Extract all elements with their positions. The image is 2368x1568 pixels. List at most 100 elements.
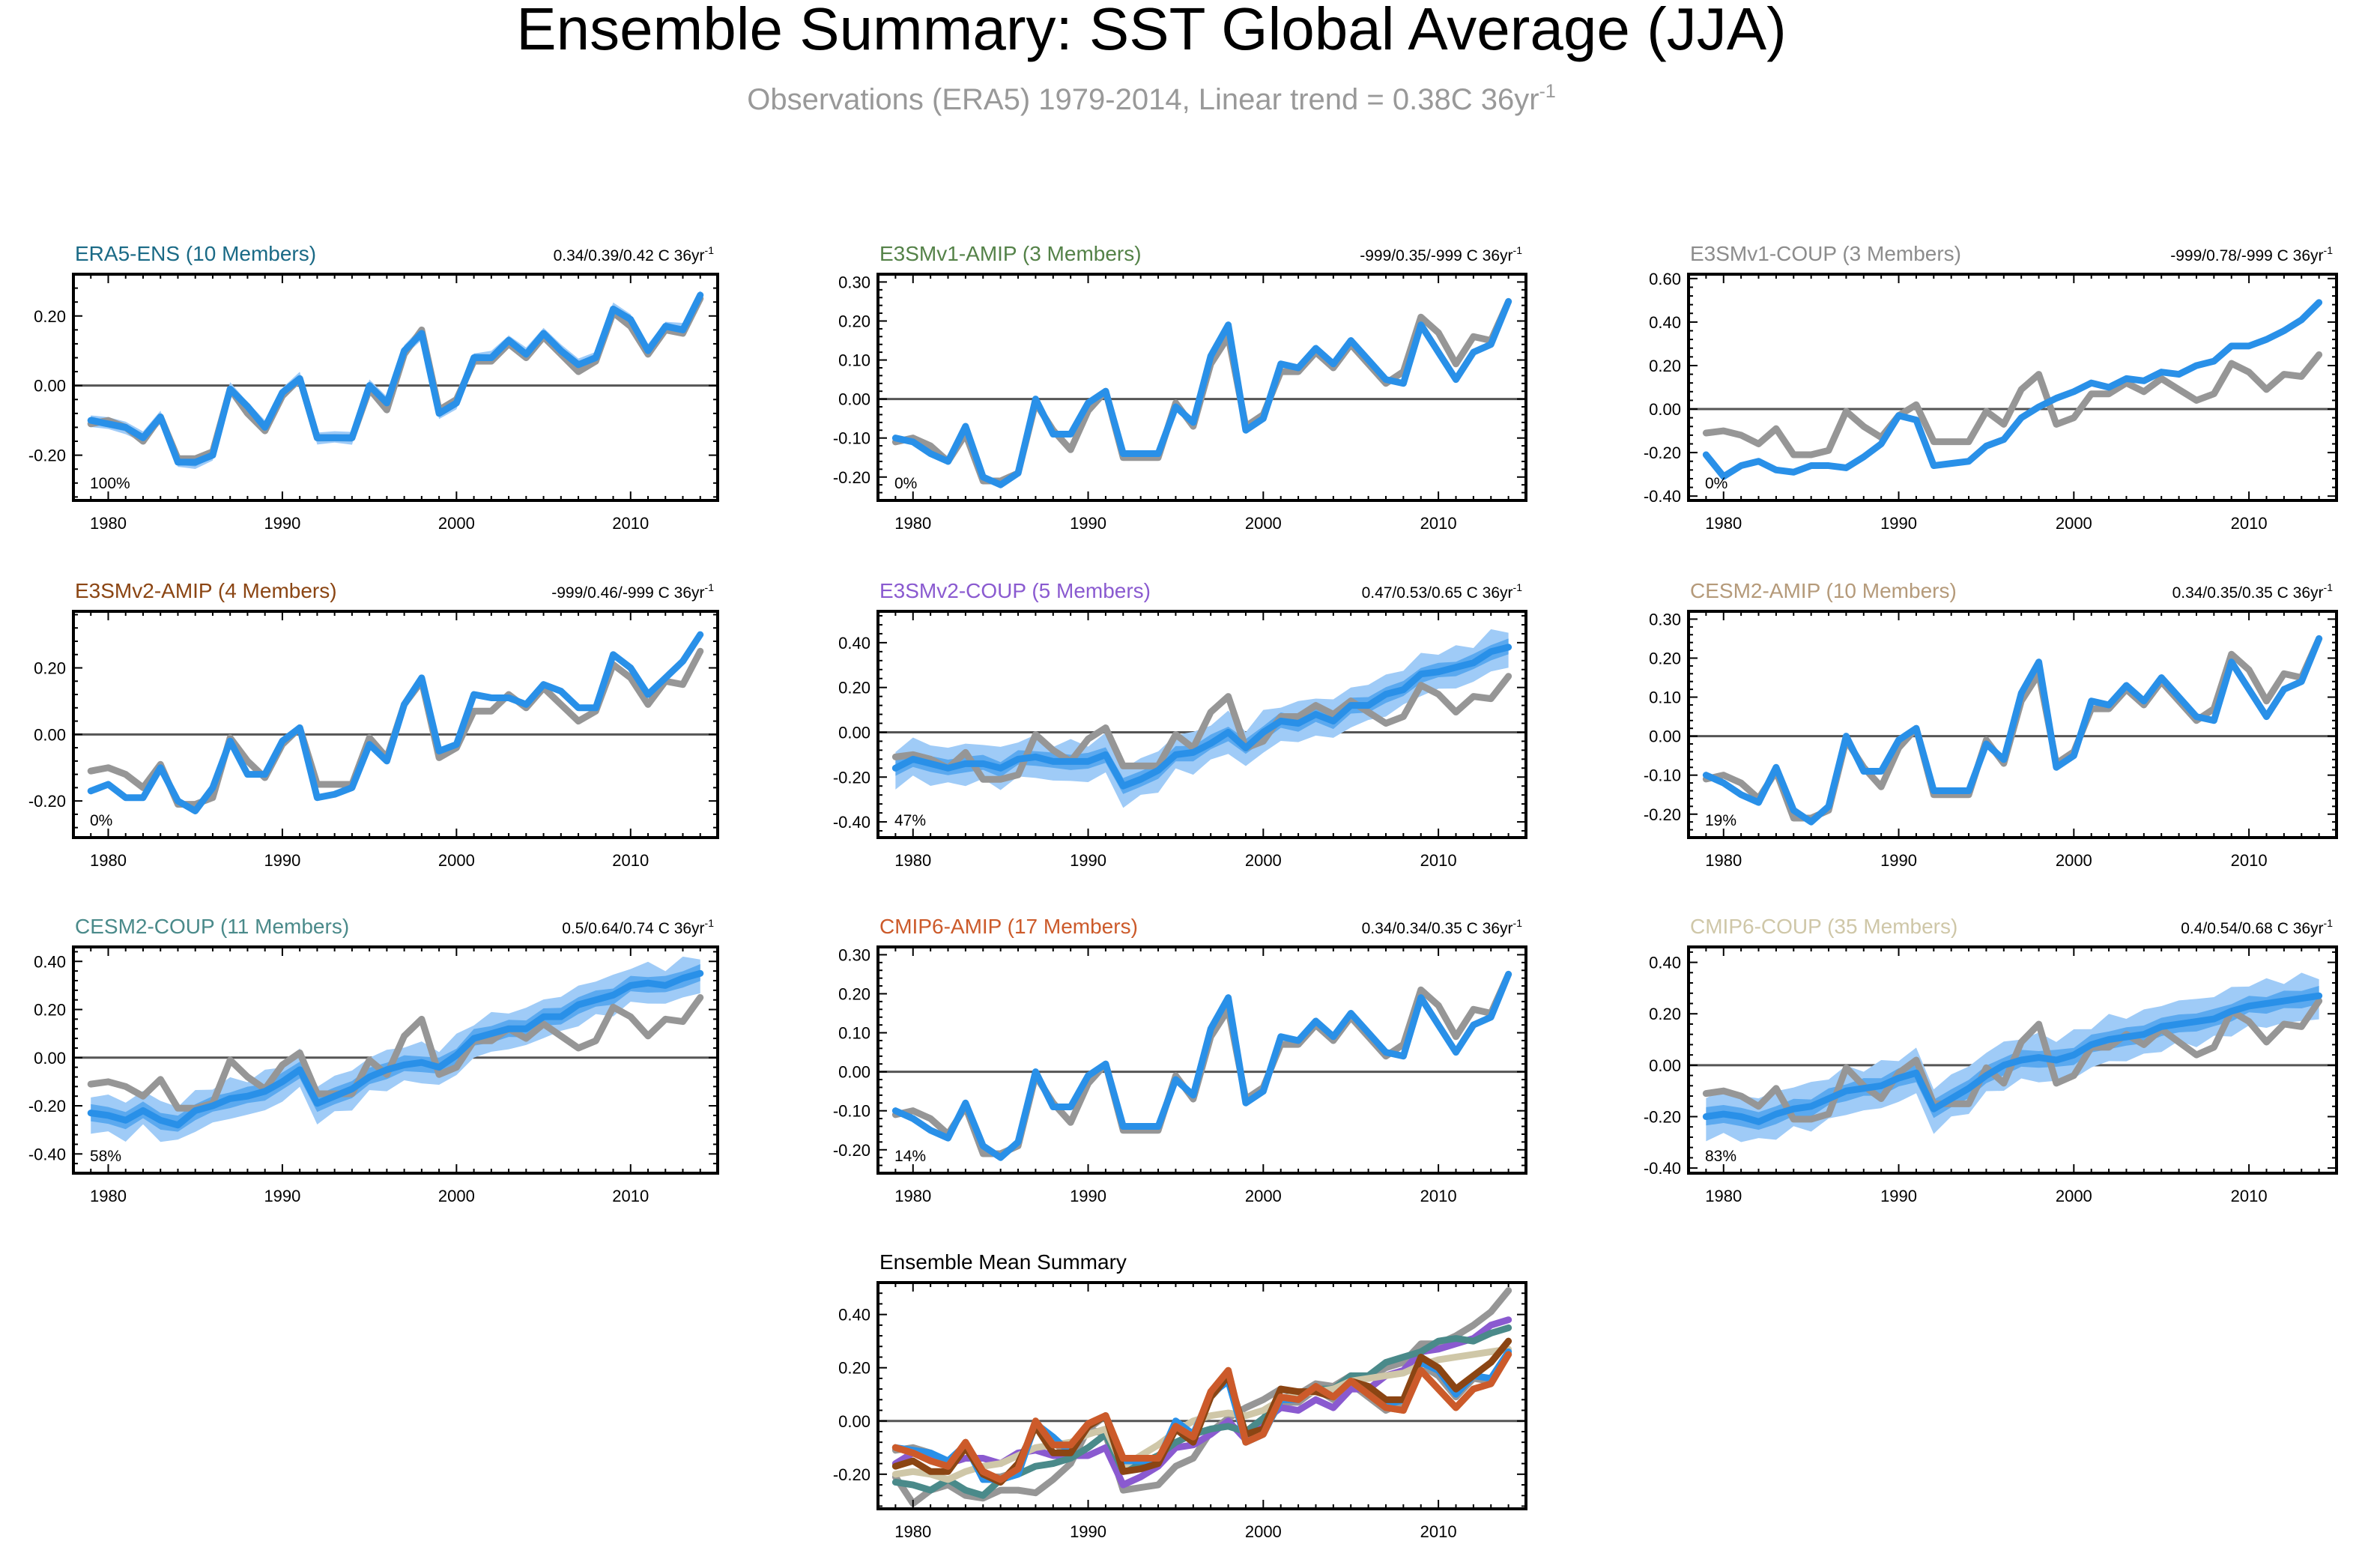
y-tick-label: -0.10 (1644, 766, 1681, 785)
x-tick-label: 2000 (1245, 1187, 1282, 1205)
panel-6: CESM2-AMIP (10 Members) 0.34/0.35/0.35 C … (1644, 579, 2338, 870)
y-tick-label: 0.00 (838, 390, 870, 409)
panel-trend-sup: -1 (705, 917, 715, 929)
percent-label: 0% (894, 475, 917, 492)
plot-area (1689, 972, 2337, 1142)
plot-area (73, 631, 718, 814)
x-tick-label: 1980 (894, 851, 931, 870)
percent-label: 0% (1705, 475, 1727, 492)
figure-subtitle: Observations (ERA5) 1979-2014, Linear tr… (747, 81, 1556, 116)
percent-label: 83% (1705, 1148, 1736, 1165)
panel-7: CESM2-COUP (11 Members) 0.5/0.64/0.74 C 3… (28, 915, 719, 1205)
panel-10: Ensemble Mean Summary 1980 1990 2000 2010 -0.… (833, 1250, 1527, 1541)
y-tick-label: 0.00 (838, 1063, 870, 1082)
y-tick-label: -0.20 (28, 1097, 66, 1116)
model-mean-line (891, 970, 1512, 1161)
y-tick-label: 0.20 (34, 659, 66, 678)
panel-title: E3SMv2-COUP (5 Members) (879, 579, 1151, 602)
panel-trend-sup: -1 (2324, 244, 2334, 256)
y-tick-label: -0.20 (833, 1141, 870, 1160)
panel-trend-value: -999/0.35/-999 C 36yr (1360, 247, 1512, 264)
plot-frame (72, 273, 719, 502)
panel-title: E3SMv1-AMIP (3 Members) (879, 242, 1142, 265)
plot-area (1689, 635, 2337, 826)
percent-label: 58% (90, 1148, 121, 1165)
y-tick-label: 0.20 (838, 1359, 870, 1378)
panel-trend-sup: -1 (705, 244, 715, 256)
plot-frame (876, 945, 1527, 1175)
panel-trend-value: 0.5/0.64/0.74 C 36yr (562, 920, 704, 937)
panel-trend: -999/0.46/-999 C 36yr-1 (551, 581, 714, 602)
plot-frame (876, 1281, 1527, 1510)
panel-trend-sup: -1 (705, 581, 715, 593)
x-tick-label: 1990 (1070, 514, 1106, 533)
x-tick-label: 1990 (1070, 1187, 1106, 1205)
obs-line (87, 993, 704, 1112)
plot-area (73, 956, 718, 1142)
x-tick-label: 2000 (438, 1187, 475, 1205)
x-tick-label: 2010 (1420, 1522, 1457, 1541)
percent-label: 0% (90, 812, 112, 829)
x-tick-label: 2010 (2231, 851, 2268, 870)
panel-1: ERA5-ENS (10 Members) 0.34/0.39/0.42 C 36… (28, 242, 719, 533)
y-tick-label: -0.40 (28, 1145, 66, 1163)
y-tick-label: 0.20 (1649, 1005, 1681, 1023)
panel-title: CMIP6-COUP (35 Members) (1690, 915, 1957, 938)
plot-area (878, 629, 1526, 808)
panel-title: ERA5-ENS (10 Members) (75, 242, 316, 265)
y-tick-label: 0.00 (838, 1412, 870, 1431)
y-tick-label: 0.60 (1649, 270, 1681, 288)
plot-area (1689, 299, 2337, 480)
x-tick-label: 1990 (1880, 514, 1917, 533)
x-tick-label: 2010 (612, 851, 649, 870)
y-tick-label: -0.10 (833, 1102, 870, 1121)
x-tick-label: 2000 (438, 514, 475, 533)
y-tick-label: 0.20 (34, 1001, 66, 1020)
y-tick-label: -0.20 (1644, 1108, 1681, 1127)
panel-trend-value: 0.47/0.53/0.65 C 36yr (1362, 584, 1513, 602)
model-mean-line (1702, 635, 2323, 826)
panel-title: E3SMv2-AMIP (4 Members) (75, 579, 337, 602)
plot-frame (1687, 945, 2338, 1175)
plot-frame (1687, 273, 2338, 502)
x-tick-label: 1980 (894, 1187, 931, 1205)
x-tick-label: 2000 (1245, 851, 1282, 870)
panel-trend: 0.34/0.34/0.35 C 36yr-1 (1362, 917, 1523, 937)
y-tick-label: 0.20 (34, 307, 66, 326)
panel-trend-sup: -1 (1513, 917, 1523, 929)
panel-trend-sup: -1 (2324, 581, 2334, 593)
y-tick-label: -0.20 (28, 792, 66, 811)
x-tick-label: 1980 (1705, 851, 1742, 870)
model-mean-line (87, 631, 704, 814)
panel-trend-value: -999/0.46/-999 C 36yr (551, 584, 704, 602)
x-tick-label: 2000 (2056, 514, 2092, 533)
panel-trend: 0.34/0.39/0.42 C 36yr-1 (554, 244, 715, 264)
plot-area (73, 290, 718, 470)
y-tick-label: 0.00 (34, 377, 66, 396)
y-tick-label: 0.10 (838, 351, 870, 370)
y-tick-label: -0.20 (28, 447, 66, 465)
series-line-cmipamip (891, 1351, 1512, 1483)
percent-label: 19% (1705, 812, 1736, 829)
model-mean-line (891, 297, 1512, 488)
model-mean-line (87, 291, 704, 466)
panel-title: Ensemble Mean Summary (879, 1250, 1127, 1274)
panel-title: CMIP6-AMIP (17 Members) (879, 915, 1138, 938)
panel-9: CMIP6-COUP (35 Members) 0.4/0.54/0.68 C 3… (1644, 915, 2338, 1205)
panel-trend: 0.34/0.35/0.35 C 36yr-1 (2172, 581, 2334, 602)
y-tick-label: 0.40 (838, 634, 870, 653)
plot-frame (72, 610, 719, 839)
panels: ERA5-ENS (10 Members) 0.34/0.39/0.42 C 36… (28, 242, 2338, 1541)
y-tick-label: -0.20 (833, 1465, 870, 1484)
y-tick-label: 0.40 (34, 952, 66, 971)
y-tick-label: -0.20 (833, 768, 870, 787)
x-tick-label: 1990 (264, 514, 300, 533)
x-tick-label: 1980 (90, 1187, 127, 1205)
plot-frame (876, 610, 1527, 839)
x-tick-label: 2010 (612, 514, 649, 533)
y-tick-label: 0.40 (1649, 954, 1681, 972)
y-tick-label: 0.20 (838, 984, 870, 1003)
y-tick-label: 0.20 (1649, 649, 1681, 668)
model-mean-line (1702, 299, 2323, 480)
